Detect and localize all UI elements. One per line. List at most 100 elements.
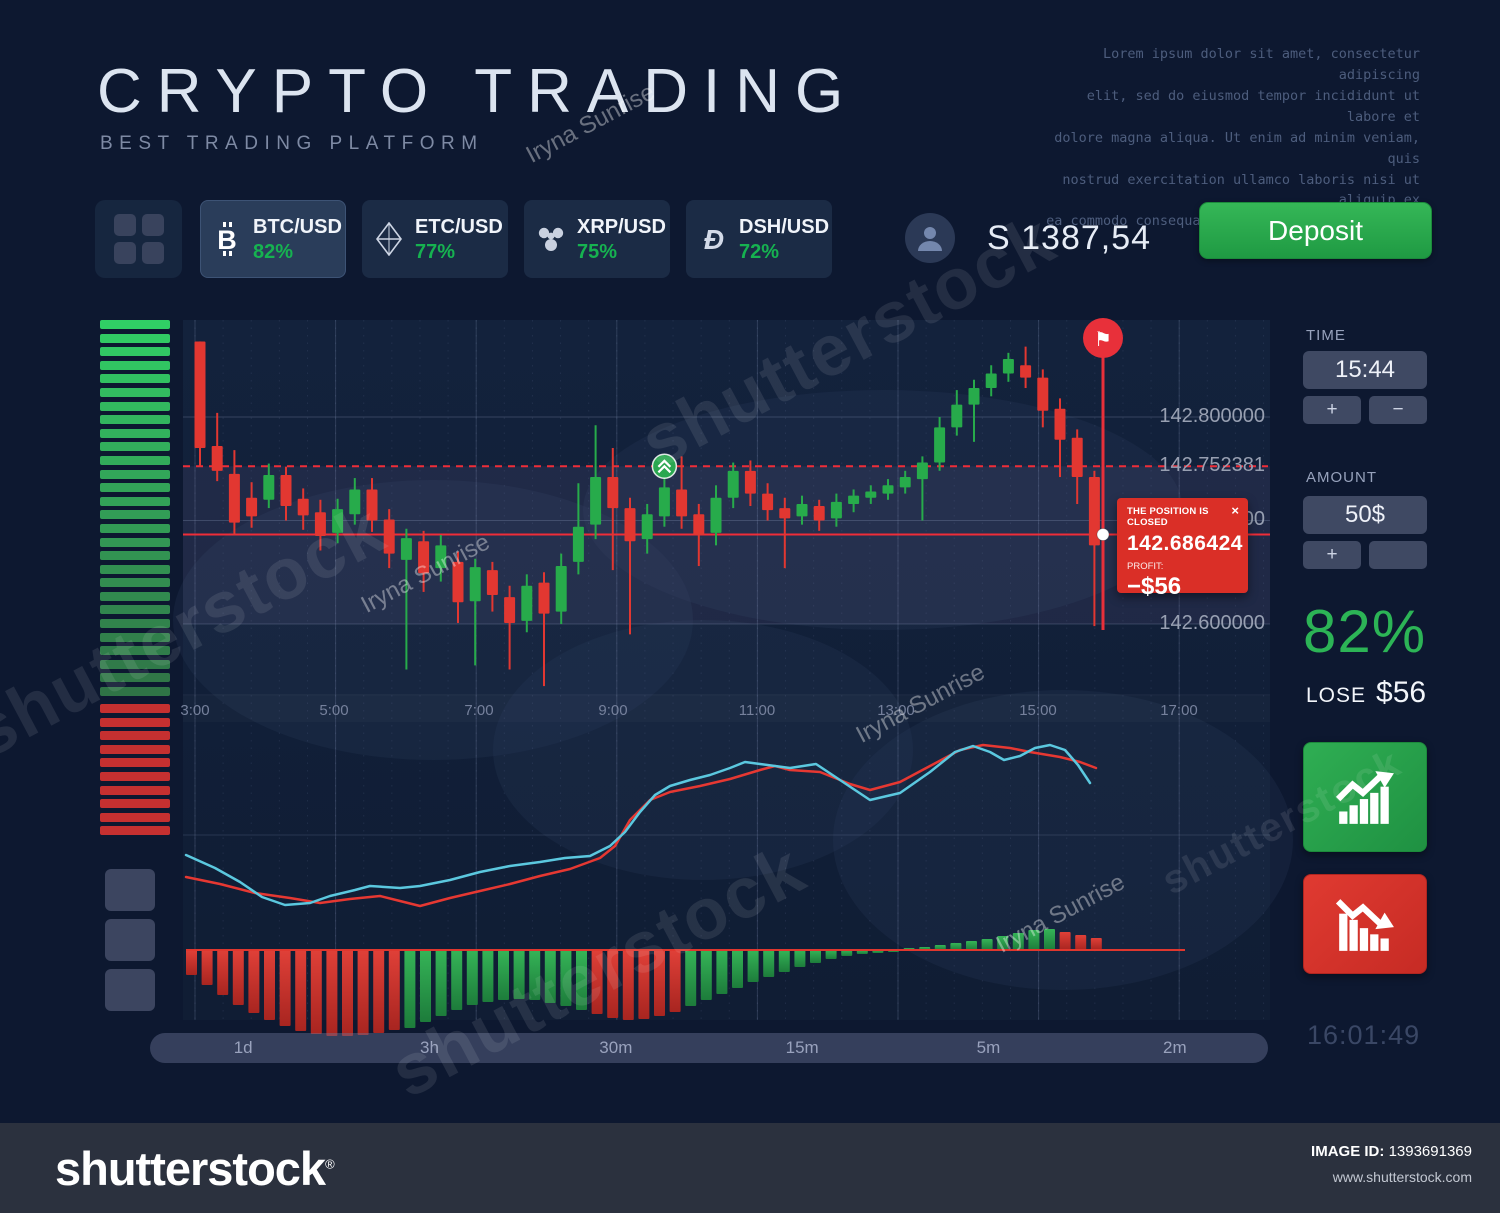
candle-body [968, 388, 980, 405]
candle-body [349, 489, 361, 515]
indicator-bar-green [100, 523, 170, 533]
candle-body [727, 470, 739, 498]
intro-line: elit, sed do eiusmod tempor incididunt u… [1086, 87, 1420, 125]
close-icon[interactable]: × [1231, 503, 1239, 518]
candle-body [486, 570, 498, 596]
trade-up-button[interactable] [1303, 742, 1427, 852]
candle-body [693, 514, 705, 535]
chart-tool-button[interactable] [105, 969, 155, 1011]
candle-body [1054, 408, 1066, 440]
indicator-bar-green [100, 469, 170, 479]
svg-text:Ð: Ð [704, 224, 724, 255]
macd-bar [654, 950, 665, 1016]
chart-tool-button[interactable] [105, 869, 155, 911]
page-title: CRYPTO TRADING [97, 57, 859, 126]
indicator-bar-green [100, 483, 170, 493]
indicator-bar-red [100, 717, 170, 727]
user-avatar[interactable] [905, 213, 955, 263]
macd-bar [763, 950, 775, 977]
chevron-up-icon [657, 459, 672, 468]
pair-card-dshusd[interactable]: Ð DSH/USD 72% [686, 200, 832, 278]
macd-bar [435, 950, 447, 1016]
indicator-bar-green [100, 564, 170, 574]
pair-card-xrpusd[interactable]: XRP/USD 75% [524, 200, 670, 278]
macd-bar [950, 943, 962, 950]
price-tick: 142.600000 [1159, 612, 1265, 634]
candle-body [916, 462, 928, 480]
candle-body [572, 526, 584, 562]
lose-label: LOSE [1306, 684, 1367, 707]
macd-bar [934, 945, 946, 950]
candle-body [452, 561, 464, 603]
timeframe-30m[interactable]: 30m [599, 1038, 633, 1057]
macd-bar [513, 950, 525, 999]
amount-section-label: AMOUNT [1306, 469, 1377, 486]
indicator-bar-green [100, 687, 170, 697]
macd-bar [794, 950, 806, 967]
macd-bar [357, 950, 369, 1035]
trade-down-button[interactable] [1303, 874, 1427, 974]
price-tick: 142.800000 [1159, 405, 1265, 427]
world-map-overlay [493, 620, 913, 880]
world-map-overlay [173, 480, 693, 760]
indicator-bar-green [100, 428, 170, 438]
macd-bar [685, 950, 697, 1006]
candle-body [297, 498, 309, 516]
pair-percent: 72% [739, 240, 780, 263]
amount-plus-button[interactable]: + [1303, 541, 1361, 569]
time-tick: 17:00 [1160, 702, 1198, 719]
account-balance: S 1387,54 [987, 219, 1152, 257]
macd-bar [420, 950, 431, 1022]
candle-body [830, 501, 842, 519]
candle-body [813, 506, 825, 521]
intro-line: dolore magna aliqua. Ut enim ad minim ve… [1054, 129, 1420, 167]
time-plus-button[interactable]: + [1303, 396, 1361, 424]
time-section-label: TIME [1306, 327, 1346, 344]
indicator-bar-red [100, 758, 170, 768]
stock-url[interactable]: www.shutterstock.com [1332, 1169, 1472, 1185]
macd-bar [279, 950, 291, 1026]
macd-bar [607, 950, 619, 1018]
time-tick: 15:00 [1019, 702, 1057, 719]
candle-body [744, 470, 756, 494]
macd-bar [841, 950, 853, 956]
chart-up-icon [1335, 771, 1394, 824]
candle-body [538, 582, 550, 614]
candle-body [1037, 377, 1049, 411]
pair-card-btcusd[interactable]: B BTC/USD 82% [200, 200, 346, 278]
time-tick: 3:00 [180, 702, 210, 719]
macd-bar [810, 950, 821, 963]
candle-body [435, 545, 447, 569]
time-tick: 5:00 [319, 702, 349, 719]
indicator-bar-red [100, 704, 170, 714]
amount-input[interactable]: 50$ [1303, 496, 1427, 534]
pair-label: BTC/USD [253, 215, 342, 238]
time-minus-button[interactable]: − [1369, 396, 1427, 424]
timeframe-2m[interactable]: 2m [1162, 1038, 1187, 1057]
timeframe-3h[interactable]: 3h [420, 1038, 439, 1057]
timeframe-bar: 1d 3h 30m 15m 5m 2m [150, 1033, 1268, 1063]
macd-bar [622, 950, 634, 1020]
candle-body [1002, 359, 1014, 374]
amount-minus-button[interactable] [1369, 541, 1427, 569]
world-map-overlay [583, 390, 1183, 630]
timeframe-1d[interactable]: 1d [233, 1038, 253, 1057]
candle-body [951, 404, 963, 428]
person-icon [918, 227, 942, 251]
menu-grid-button[interactable] [95, 200, 182, 278]
deposit-button[interactable]: Deposit [1199, 202, 1432, 259]
macd-bar [1075, 935, 1087, 950]
macd-bar [388, 950, 400, 1030]
price-chart[interactable]: ⚑ [173, 318, 1293, 1036]
timeframe-5m[interactable]: 5m [976, 1038, 1001, 1057]
indicator-bar-red [100, 772, 170, 781]
candle-body [607, 477, 619, 509]
time-input[interactable]: 15:44 [1303, 351, 1427, 389]
timeframe-15m[interactable]: 15m [785, 1038, 819, 1057]
indicator-bar-green [100, 333, 170, 343]
macd-bar [966, 941, 977, 950]
time-tick: 11:00 [738, 702, 776, 719]
candle-body [899, 477, 911, 488]
chart-tool-button[interactable] [105, 919, 155, 961]
pair-card-etcusd[interactable]: ETC/USD 77% [362, 200, 508, 278]
